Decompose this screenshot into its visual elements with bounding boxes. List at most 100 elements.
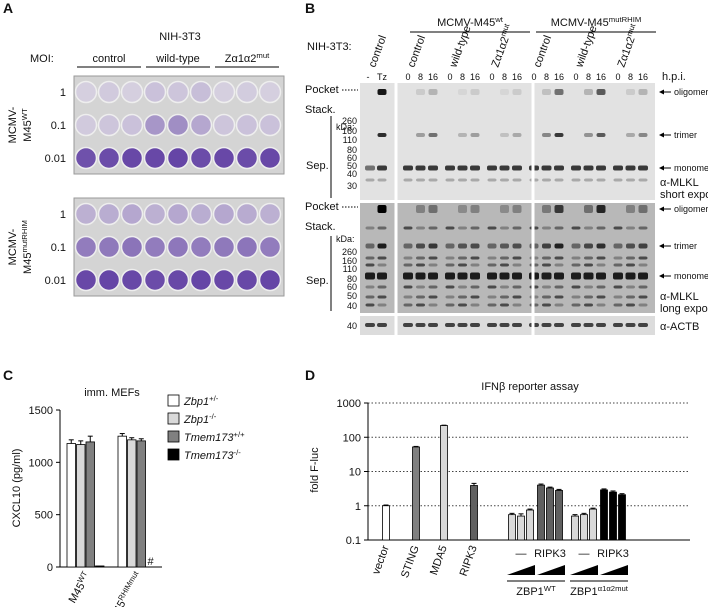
kda-marker: 60 (347, 153, 357, 163)
band (458, 263, 467, 267)
x-tick-label-part: WT (75, 569, 89, 584)
lane-group-label-part: wild-type (447, 24, 473, 70)
band (470, 205, 480, 213)
band (638, 205, 648, 213)
bar (600, 489, 608, 541)
well (74, 146, 98, 170)
y-axis-label-part: CXCL10 (pg/ml) (11, 449, 23, 528)
band (487, 263, 497, 267)
well (97, 113, 121, 137)
fraction-label: Sep. (306, 275, 329, 287)
well (189, 202, 213, 226)
band (487, 323, 497, 327)
virus-label: M45mutRHIM (20, 220, 35, 274)
x-tick-label-part: RHIMmut (116, 569, 140, 602)
panel-letter-part: C (3, 367, 13, 383)
band-label-part: trimer (674, 241, 697, 251)
well (258, 235, 282, 259)
bar (546, 487, 554, 541)
band (542, 295, 551, 299)
legend-label: Zbp1+/- (183, 394, 219, 409)
exposure-label-part: long exposure (660, 303, 708, 315)
group-name-part: α1α2mut (598, 584, 629, 593)
band (487, 285, 497, 289)
band (470, 165, 480, 171)
kda-marker: 110 (343, 264, 357, 274)
band (542, 89, 551, 95)
lane-label-part: 16 (554, 72, 564, 82)
band (487, 243, 497, 249)
band (584, 89, 593, 95)
kda-marker-part: 50 (347, 291, 357, 301)
band (626, 303, 635, 307)
bar (136, 440, 146, 568)
band (377, 243, 387, 249)
band-label: monomer (674, 271, 708, 281)
band (571, 272, 581, 280)
lane-label: 0 (573, 72, 578, 82)
blot-short (360, 83, 655, 200)
band (500, 285, 509, 289)
band (512, 178, 522, 182)
band (638, 256, 648, 260)
band (458, 243, 467, 249)
lane-label-part: Tz (377, 72, 387, 82)
exposure-label-part: short exposure (660, 189, 708, 201)
band (613, 272, 623, 280)
lane-group-label: wild-type (573, 24, 599, 70)
lane-group-label-part: Zα1α2 (616, 35, 638, 69)
band (613, 285, 623, 289)
band (428, 178, 438, 182)
kda-marker: 80 (347, 274, 357, 284)
band (512, 165, 522, 171)
band (487, 256, 497, 260)
antibody-label-part: α-MLKL (660, 177, 699, 189)
moi-value: 0.1 (51, 120, 66, 132)
kda-marker: 50 (347, 161, 357, 171)
legend-swatch (167, 412, 180, 425)
band (571, 226, 581, 230)
arrow-head (659, 273, 664, 279)
band (416, 263, 425, 267)
kda-marker-part: 60 (347, 282, 357, 292)
time-unit-part: h.p.i. (662, 71, 686, 83)
virus-label-part: mutRHIM (20, 220, 29, 252)
well (212, 146, 236, 170)
band (377, 295, 387, 299)
band (416, 285, 425, 289)
band (428, 272, 438, 280)
kda-label: kDa: (336, 122, 355, 132)
band (457, 272, 468, 280)
lane-label: 16 (638, 72, 648, 82)
well (212, 113, 236, 137)
panel-letter-part: A (3, 0, 13, 16)
well (166, 235, 190, 259)
band (458, 295, 467, 299)
virus-label-part: MCMV- (7, 106, 19, 143)
group-name: ZBP1α1α2mut (570, 584, 629, 599)
x-tick-label: MDA5 (428, 544, 450, 577)
band (596, 226, 606, 230)
arrow-head (659, 206, 664, 212)
condition-label: wild-type (155, 53, 199, 65)
band (512, 243, 522, 249)
band (457, 323, 468, 327)
group-label-part: RIPK3 (597, 548, 629, 560)
group-label: RIPK3 (597, 548, 629, 560)
band-label-part: monomer (674, 271, 708, 281)
band (365, 263, 375, 267)
band (542, 205, 551, 213)
kda-marker-part: 60 (347, 153, 357, 163)
band (613, 178, 623, 182)
band (571, 243, 581, 249)
virus-header: MCMV-M45mutRHIM (551, 15, 642, 30)
kda-marker: 40 (347, 169, 357, 179)
moi-value: 1 (60, 209, 66, 221)
well (258, 80, 282, 104)
lane-label: Tz (377, 72, 387, 82)
band (626, 226, 635, 230)
well (143, 235, 167, 259)
band (445, 226, 455, 230)
plate-header: NIH-3T3 (159, 31, 201, 43)
